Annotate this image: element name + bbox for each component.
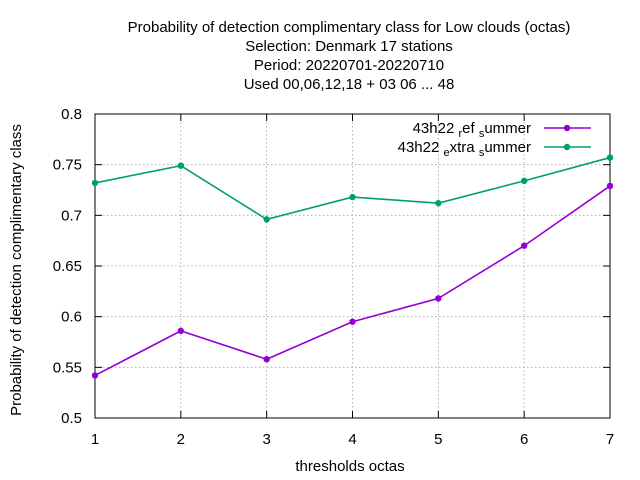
data-point xyxy=(263,216,270,223)
y-tick-label: 0.65 xyxy=(53,258,82,275)
data-point xyxy=(263,356,270,363)
legend-marker-0 xyxy=(563,124,571,132)
x-axis-label: thresholds octas xyxy=(295,458,404,475)
data-point xyxy=(349,193,356,201)
data-point xyxy=(177,327,185,335)
y-tick-label: 0.55 xyxy=(53,359,82,376)
axis-ticks: 0.5 0.55 0.6 0.65 0.7 0.75 0.8 1 2 3 4 5 6 7 xyxy=(53,106,614,448)
y-tick-label: 0.6 xyxy=(61,309,82,326)
data-point xyxy=(177,162,185,169)
x-tick-label: 6 xyxy=(520,431,528,448)
y-tick-label: 0.5 xyxy=(61,410,82,427)
y-tick-label: 0.75 xyxy=(53,157,82,174)
series xyxy=(91,154,614,379)
data-point xyxy=(606,182,614,190)
grid xyxy=(95,114,610,418)
data-point xyxy=(349,318,356,325)
x-tick-label: 5 xyxy=(434,431,442,448)
data-point xyxy=(91,372,99,379)
data-point xyxy=(435,199,442,207)
y-tick-label: 0.7 xyxy=(61,207,82,224)
series-0 xyxy=(91,182,614,379)
data-point xyxy=(520,177,528,185)
legend-label-1: 43h22 extra summer xyxy=(398,139,531,159)
title-line-3: Period: 20220701-20220710 xyxy=(254,57,444,74)
series-1 xyxy=(91,154,614,223)
legend: 43h22 ref summer 43h22 extra summer xyxy=(398,120,591,159)
title-line-4: Used 00,06,12,18 + 03 06 ... 48 xyxy=(244,76,455,93)
y-axis-label: Probability of detection complimentary c… xyxy=(8,124,25,416)
title-line-1: Probability of detection complimentary c… xyxy=(128,19,571,36)
legend-label-0: 43h22 ref summer xyxy=(413,120,531,140)
data-point xyxy=(91,179,99,187)
x-tick-label: 1 xyxy=(91,431,99,448)
title-line-2: Selection: Denmark 17 stations xyxy=(245,38,453,55)
legend-marker-1 xyxy=(563,143,571,151)
data-point xyxy=(606,154,614,161)
x-tick-label: 2 xyxy=(177,431,185,448)
chart-title: Probability of detection complimentary c… xyxy=(128,19,571,93)
x-tick-label: 7 xyxy=(606,431,614,448)
data-point xyxy=(520,242,528,249)
y-tick-label: 0.8 xyxy=(61,106,82,123)
data-point xyxy=(435,295,442,302)
x-tick-label: 3 xyxy=(262,431,270,448)
x-tick-label: 4 xyxy=(348,431,356,448)
